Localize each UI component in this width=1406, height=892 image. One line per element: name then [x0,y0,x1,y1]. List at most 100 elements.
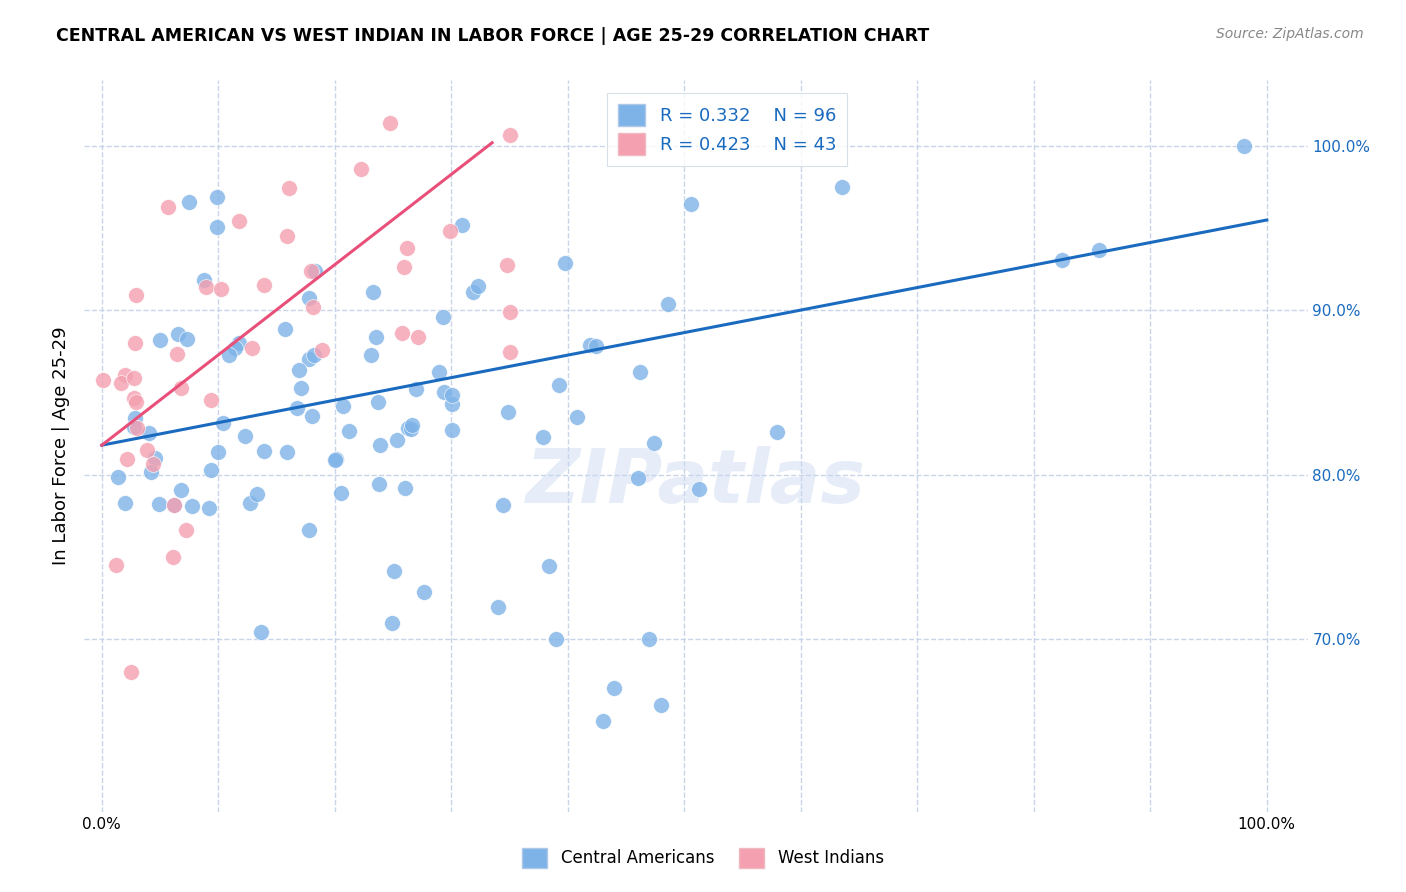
Point [212,416,235,430]
Point [433,385,456,400]
Point [364,330,387,344]
Point [176,523,198,537]
Point [149,334,172,348]
Point [122,370,145,384]
Point [246,487,269,501]
Point [278,180,301,194]
Point [378,116,401,130]
Point [200,392,222,407]
Y-axis label: In Labor Force | Age 25-29: In Labor Force | Age 25-29 [52,326,70,566]
Point [467,278,489,293]
Point [228,335,250,350]
Point [330,486,353,500]
Point [162,549,184,564]
Point [287,401,309,415]
Point [207,189,229,203]
Point [381,616,404,631]
Point [200,463,222,477]
Point [643,436,665,450]
Point [114,368,136,382]
Point [628,365,651,379]
Point [427,366,450,380]
Point [177,194,200,209]
Point [368,438,391,452]
Point [486,600,509,615]
Point [492,498,515,512]
Point [125,288,148,302]
Point [394,481,416,495]
Point [554,256,576,270]
Point [124,411,146,425]
Point [498,128,520,143]
Legend: R = 0.332    N = 96, R = 0.423    N = 43: R = 0.332 N = 96, R = 0.423 N = 43 [607,93,846,166]
Point [163,498,186,512]
Point [274,321,297,335]
Point [332,399,354,413]
Point [242,341,264,355]
Text: ZIPatlas: ZIPatlas [526,446,866,519]
Point [163,498,186,512]
Point [325,452,347,467]
Point [249,625,271,640]
Point [531,430,554,444]
Point [207,445,229,459]
Point [142,457,165,471]
Point [239,496,262,510]
Point [361,285,384,300]
Point [495,258,517,272]
Point [148,497,170,511]
Point [440,388,463,402]
Point [276,445,298,459]
Point [107,469,129,483]
Point [368,477,391,491]
Point [288,363,311,377]
Point [193,273,215,287]
Point [399,422,422,436]
Point [143,450,166,465]
Point [301,409,323,424]
Point [451,218,474,232]
Point [228,213,250,227]
Point [276,229,298,244]
Point [498,344,520,359]
Point [114,496,136,510]
Text: Source: ZipAtlas.com: Source: ZipAtlas.com [1216,27,1364,41]
Point [688,482,710,496]
Point [122,420,145,434]
Point [141,465,163,479]
Point [311,343,333,357]
Point [638,632,661,647]
Point [496,405,519,419]
Point [325,452,347,467]
Point [337,424,360,438]
Point [122,391,145,405]
Point [170,381,193,395]
Point [209,282,232,296]
Point [302,348,325,362]
Point [253,443,276,458]
Point [565,410,588,425]
Point [650,698,672,712]
Point [205,220,228,235]
Point [657,297,679,311]
Point [367,394,389,409]
Point [537,558,560,573]
Point [180,499,202,513]
Point [392,260,415,274]
Point [603,681,626,696]
Point [218,348,240,362]
Point [579,338,602,352]
Point [104,558,127,573]
Point [166,326,188,341]
Point [546,632,568,647]
Point [498,305,520,319]
Point [461,285,484,300]
Point [360,348,382,362]
Point [405,382,427,396]
Point [233,429,256,443]
Point [290,381,312,395]
Point [440,397,463,411]
Point [350,161,373,176]
Point [299,264,322,278]
Text: CENTRAL AMERICAN VS WEST INDIAN IN LABOR FORCE | AGE 25-29 CORRELATION CHART: CENTRAL AMERICAN VS WEST INDIAN IN LABOR… [56,27,929,45]
